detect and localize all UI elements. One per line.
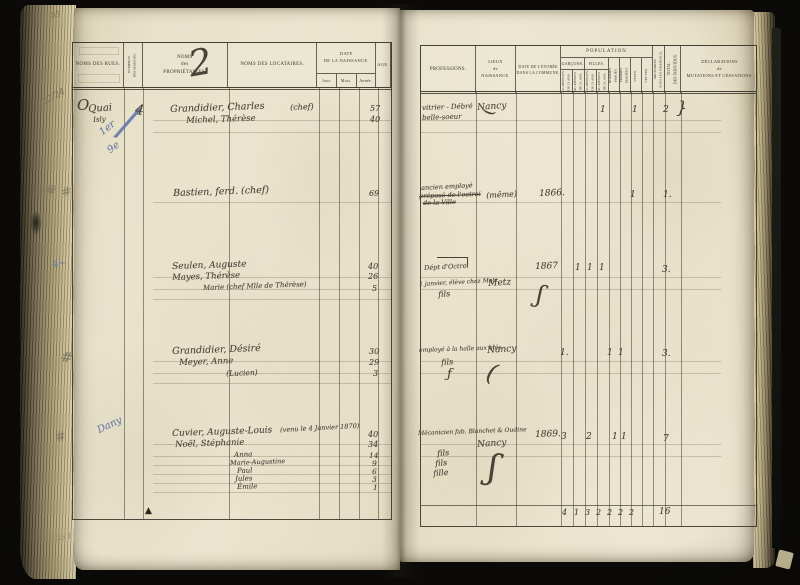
- col-header-locataires: NOMS DES LOCATAIRES.: [228, 43, 318, 87]
- col-header-professions: PROFESSIONS.: [421, 46, 476, 93]
- vertical-label: HOMMES MARIÉS.: [609, 67, 618, 84]
- column-rule: [378, 88, 379, 519]
- col-header-garcons-au-dessus: AU-DESSUS DE 21 ANS.: [573, 70, 585, 93]
- vertical-label: AU-DESSUS DE 21 ANS.: [573, 71, 583, 92]
- column-rule: [319, 88, 320, 519]
- col-header-filles-au-dessous: AU-DESSOUS DE 21 ANS.: [585, 70, 597, 93]
- column-rule: [476, 92, 477, 526]
- entry-rule: [421, 373, 721, 374]
- col-header-filles: FILLES.: [585, 58, 609, 70]
- vertical-label: TOTAL DES INDIVIDUS.: [666, 54, 678, 85]
- vertical-label: AU-DESSOUS DE 21 ANS.: [585, 70, 595, 93]
- entry-rule: [153, 383, 391, 384]
- book-fore-edge-left: [20, 5, 76, 579]
- column-rule: [229, 88, 230, 519]
- column-rule: [653, 92, 654, 526]
- col-header-mois: Mois.: [337, 74, 357, 87]
- entry-rule: [153, 456, 391, 457]
- col-header-total: TOTAL DES INDIVIDUS.: [665, 46, 681, 93]
- col-header-filles-au-dessus: AU-DESSUS DE 21 ANS.: [597, 70, 609, 93]
- entry-rule: [153, 361, 391, 362]
- column-rule: [681, 92, 682, 526]
- entry-rule: [153, 474, 391, 475]
- entry-rule: [153, 444, 391, 445]
- right-table-body: [420, 92, 757, 527]
- col-header-numeros: NUMÉROS DES MAISONS.: [124, 43, 143, 87]
- column-rule: [561, 92, 562, 526]
- ghost-print-mark: [79, 47, 119, 55]
- entry-rule: [421, 444, 721, 445]
- entry-rule: [153, 289, 391, 290]
- entry-rule: [153, 277, 391, 278]
- col-header-hommes-maries: HOMMES MARIÉS.: [609, 58, 620, 93]
- column-rule: [359, 88, 360, 519]
- vertical-label: AU-DESSUS DE 21 ANS.: [597, 71, 607, 92]
- vertical-label: FEMMES MARIÉES.: [620, 67, 629, 84]
- book-cover-right: [772, 28, 781, 548]
- col-header-militaires: MILITAIRES SOUS LES DRAPEAUX.: [653, 46, 665, 93]
- col-header-rues-label: NOMS DES RUES.: [75, 62, 121, 68]
- left-table-body: [72, 88, 392, 520]
- column-rule: [631, 92, 632, 526]
- col-header-femmes-mariees: FEMMES MARIÉES.: [620, 58, 631, 93]
- entry-rule: [421, 120, 721, 121]
- entry-rule: [153, 465, 391, 466]
- col-header-numeros-label: NUMÉROS DES MAISONS.: [127, 52, 137, 78]
- left-register-table: NOMS DES RUES. NUMÉROS DES MAISONS. NOMS…: [72, 42, 392, 520]
- col-header-proprietaires-label: NOMS des PROPRIÉTAIRES.: [163, 54, 207, 75]
- vertical-label: VEUFS.: [633, 69, 638, 82]
- entry-rule: [153, 202, 391, 203]
- col-header-date-naissance: DATE DE LA NAISSANCE. Jour. Mois. Année.: [317, 43, 377, 87]
- column-rule: [516, 92, 517, 526]
- entry-rule: [153, 299, 391, 300]
- right-register-table: PROFESSIONS. LIEUX de NAISSANCE. DATE DE…: [420, 45, 757, 527]
- col-header-veuves: VEUVES.: [642, 58, 653, 93]
- col-header-jour: Jour.: [317, 74, 338, 87]
- column-rule: [585, 92, 586, 526]
- right-table-header: PROFESSIONS. LIEUX de NAISSANCE. DATE DE…: [420, 45, 757, 94]
- column-rule: [665, 92, 666, 526]
- vertical-label: VEUVES.: [644, 68, 649, 83]
- col-header-rues: NOMS DES RUES.: [73, 43, 124, 87]
- column-rule: [597, 92, 598, 526]
- col-header-population: POPULATION: [561, 46, 653, 58]
- entry-rule: [421, 277, 721, 278]
- col-header-garcons-au-dessous: AU-DESSOUS DE 21 ANS.: [561, 70, 573, 93]
- entry-rule: [153, 373, 391, 374]
- entry-rule: [421, 456, 721, 457]
- col-header-age: AGE.: [376, 43, 391, 87]
- entry-rule: [153, 483, 391, 484]
- entry-rule: [421, 361, 721, 362]
- entry-rule: [421, 289, 721, 290]
- entry-rule: [153, 492, 391, 493]
- totals-separator-rule: [421, 505, 756, 506]
- col-header-garcons: GARÇONS.: [561, 58, 585, 70]
- page-corner-slip: [775, 549, 794, 570]
- column-rule: [573, 92, 574, 526]
- col-header-proprietaires: NOMS des PROPRIÉTAIRES.: [143, 43, 229, 87]
- col-header-declarations: DÉCLARATIONS de MUTATIONS ET CESSATIONS.: [686, 59, 753, 78]
- column-rule: [609, 92, 610, 526]
- entry-rule: [421, 132, 721, 133]
- entry-rule: [421, 202, 721, 203]
- vertical-label: AU-DESSOUS DE 21 ANS.: [561, 70, 571, 93]
- col-header-annee: Année.: [359, 77, 373, 83]
- date-naissance-label: DATE DE LA NAISSANCE.: [323, 51, 369, 63]
- column-rule: [620, 92, 621, 526]
- col-header-date-entree: DATE DE L'ENTRÉE DANS LA COMMUNE.: [516, 46, 561, 93]
- col-header-locataires-label: NOMS DES LOCATAIRES.: [240, 62, 305, 68]
- col-header-lieux: LIEUX de NAISSANCE.: [476, 46, 516, 93]
- col-header-veufs: VEUFS.: [631, 58, 642, 93]
- entry-rule: [153, 132, 391, 133]
- vertical-label: MILITAIRES SOUS LES DRAPEAUX.: [653, 51, 663, 88]
- column-rule: [143, 88, 144, 519]
- column-rule: [642, 92, 643, 526]
- ghost-print-mark: [78, 74, 120, 83]
- column-rule: [339, 88, 340, 519]
- date-naissance-subheaders: Jour. Mois. Année.: [317, 73, 376, 87]
- entry-rule: [153, 120, 391, 121]
- column-rule: [124, 88, 125, 519]
- left-table-header: NOMS DES RUES. NUMÉROS DES MAISONS. NOMS…: [72, 42, 392, 90]
